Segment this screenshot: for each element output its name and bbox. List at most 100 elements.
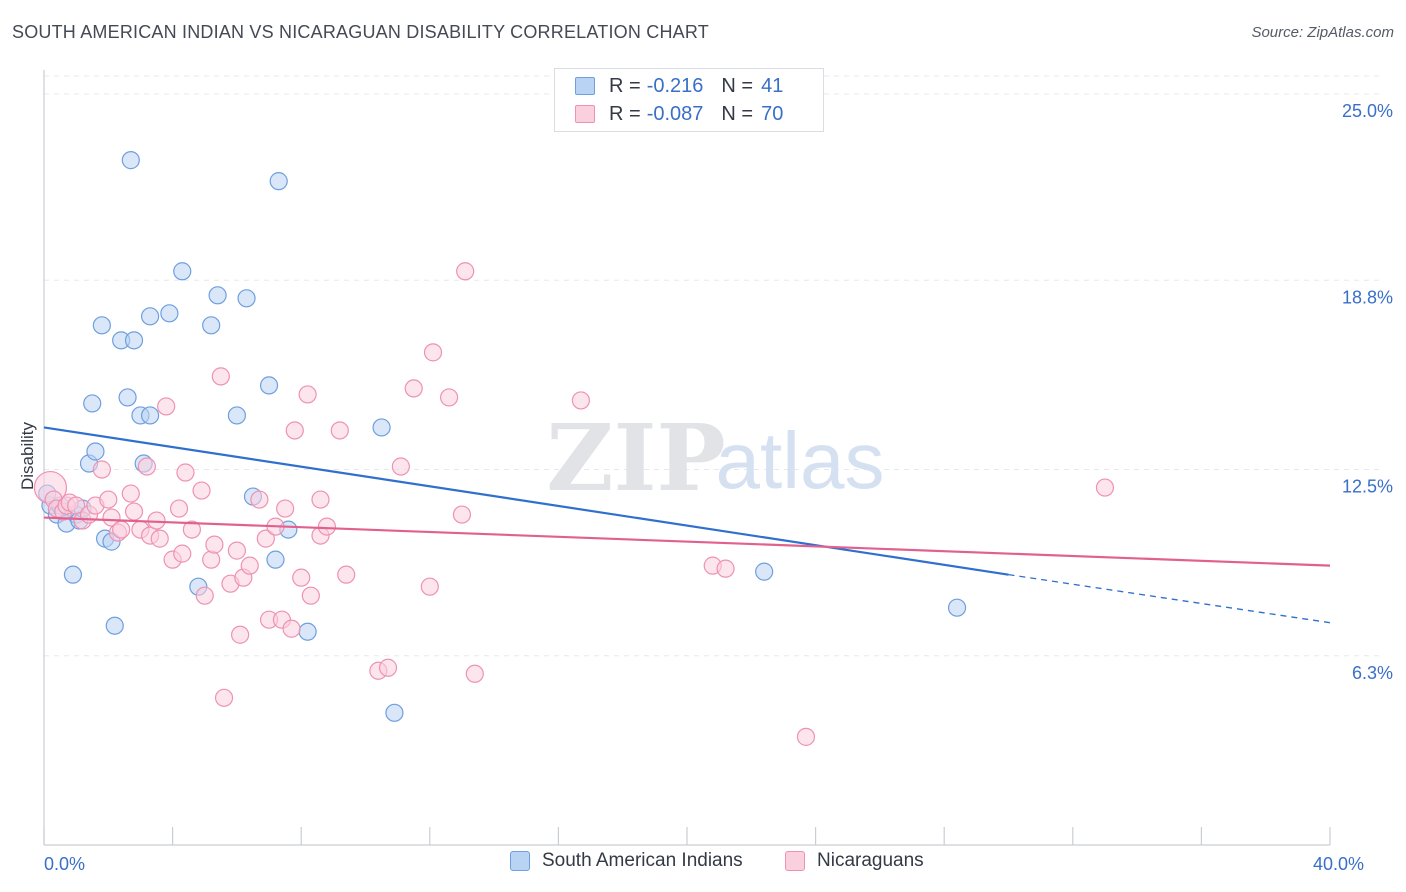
series-legend-label: South American Indians: [542, 850, 743, 871]
legend-r-label: R =: [609, 74, 641, 97]
point-south-american-indian: [63, 565, 83, 584]
point-south-american-indian: [202, 316, 221, 335]
point-nicaraguan: [378, 658, 398, 677]
series-swatch-blue: [510, 851, 530, 871]
point-south-american-indian: [118, 388, 137, 407]
trend-line-nicaraguans: [43, 516, 1331, 567]
point-south-american-indian: [208, 286, 227, 305]
point-nicaraguan: [1095, 478, 1115, 497]
point-nicaraguan: [205, 535, 224, 554]
point-south-american-indian: [237, 289, 256, 308]
grid-lines: [44, 75, 1380, 657]
point-south-american-indian: [121, 151, 140, 170]
point-nicaraguan: [456, 262, 475, 281]
point-nicaraguan: [256, 529, 275, 548]
legend-swatch-pink: [575, 105, 595, 123]
point-nicaraguan: [298, 385, 317, 404]
legend-n-label: N =: [721, 102, 754, 125]
y-tick-label: 6.3%: [1352, 663, 1393, 683]
point-south-american-indian: [140, 307, 160, 326]
point-nicaraguan: [420, 577, 439, 596]
point-nicaraguan: [67, 496, 86, 515]
point-nicaraguan: [195, 586, 214, 605]
chart-title: SOUTH AMERICAN INDIAN VS NICARAGUAN DISA…: [12, 22, 709, 42]
legend-row-south-american-indians: R = -0.216 N = 41: [575, 73, 801, 99]
correlation-legend: R = -0.216 N = 41 R = -0.087 N = 70: [554, 68, 824, 132]
point-nicaraguan: [796, 727, 816, 746]
watermark-zip: ZIP: [546, 404, 725, 512]
point-nicaraguan: [112, 520, 131, 539]
series-legend-label: Nicaraguans: [817, 850, 924, 871]
point-nicaraguan: [182, 520, 201, 539]
point-nicaraguan: [276, 499, 295, 518]
point-nicaraguan: [404, 379, 423, 398]
point-south-american-indian: [140, 406, 160, 425]
y-axis-label: Disability: [18, 421, 37, 491]
point-nicaraguan: [240, 556, 259, 575]
point-nicaraguan: [173, 544, 192, 563]
point-nicaraguan: [157, 397, 176, 416]
point-south-american-indian: [124, 331, 144, 350]
point-nicaraguan: [250, 490, 269, 509]
point-nicaraguan: [192, 481, 211, 500]
point-south-american-indian: [298, 622, 317, 641]
point-nicaraguan: [716, 559, 735, 578]
point-south-american-indian: [92, 316, 111, 335]
point-nicaraguan: [92, 460, 111, 479]
point-south-american-indian: [227, 406, 246, 425]
point-south-american-indian: [266, 550, 285, 569]
point-south-american-indian: [269, 172, 288, 191]
point-south-american-indian: [259, 376, 279, 395]
point-nicaraguan: [99, 490, 118, 509]
point-south-american-indian: [160, 304, 179, 323]
point-south-american-indian: [83, 394, 102, 413]
watermark-atlas: atlas: [716, 416, 885, 505]
legend-r-label: R =: [609, 102, 641, 125]
tick-labels: 6.3% 12.5% 18.8% 25.0% 0.0% 40.0%: [44, 101, 1393, 874]
point-nicaraguan: [311, 490, 330, 509]
point-nicaraguan: [301, 586, 320, 605]
point-nicaraguan: [452, 505, 472, 524]
point-nicaraguan: [337, 565, 356, 584]
point-nicaraguan: [137, 457, 156, 476]
y-tick-label: 18.8%: [1342, 287, 1393, 307]
legend-n-value: 41: [761, 74, 784, 97]
point-south-american-indian: [105, 616, 124, 635]
legend-r-value: -0.087: [646, 102, 704, 125]
trend-line-south-american-indians: [43, 426, 1009, 576]
point-nicaraguan: [285, 421, 304, 440]
series-legend-south-american-indians: South American Indians: [510, 850, 743, 872]
point-south-american-indian: [372, 418, 391, 437]
point-nicaraguan: [282, 619, 301, 638]
point-nicaraguan: [150, 529, 169, 548]
point-nicaraguan: [102, 508, 121, 527]
point-nicaraguan: [227, 541, 246, 560]
point-nicaraguan: [176, 463, 195, 482]
legend-n-label: N =: [721, 74, 754, 97]
point-nicaraguan: [121, 484, 140, 503]
point-nicaraguan: [211, 367, 230, 386]
point-nicaraguan: [169, 499, 189, 518]
x-tick-label: 40.0%: [1313, 854, 1364, 874]
point-south-american-indian: [173, 262, 192, 281]
point-nicaraguan: [423, 343, 443, 362]
legend-r-value: -0.216: [646, 74, 704, 97]
point-nicaraguan: [292, 568, 311, 587]
axes: [43, 70, 1331, 846]
series-legend-nicaraguans: Nicaraguans: [785, 850, 924, 872]
point-nicaraguan: [214, 688, 234, 707]
point-nicaraguan: [124, 502, 144, 521]
y-tick-label: 12.5%: [1342, 477, 1393, 497]
point-nicaraguan: [330, 421, 349, 440]
point-nicaraguan: [202, 550, 221, 569]
point-nicaraguan: [571, 391, 591, 410]
y-tick-label: 25.0%: [1342, 101, 1393, 121]
point-nicaraguan: [231, 625, 250, 644]
x-tick-label: 0.0%: [44, 854, 85, 874]
trend-line-extension: [1008, 574, 1331, 624]
point-south-american-indian: [947, 598, 967, 617]
legend-n-value: 70: [761, 102, 784, 125]
point-nicaraguan: [465, 664, 484, 683]
point-south-american-indian: [86, 442, 105, 461]
point-south-american-indian: [755, 562, 774, 581]
